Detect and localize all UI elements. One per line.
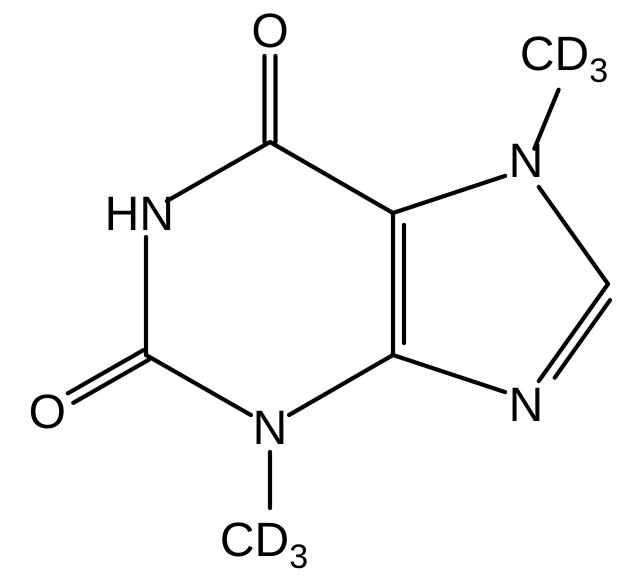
atom-label-o2: O: [29, 386, 66, 439]
atom-label-cd3_n7: CD3: [520, 28, 608, 90]
molecule-diagram: HN N O O N N CD3 CD3: [0, 0, 640, 582]
atom-label-n1: HN: [105, 188, 174, 241]
atom-label-n7: N: [509, 135, 544, 188]
atom-label-cd3_n3: CD3: [220, 514, 308, 576]
atom-label-o6: O: [251, 5, 288, 58]
atom-label-n9: N: [509, 379, 544, 432]
atom-label-n3: N: [253, 402, 288, 455]
labels-layer: HN N O O N N CD3 CD3: [29, 5, 608, 576]
bonds-layer: [68, 56, 610, 508]
